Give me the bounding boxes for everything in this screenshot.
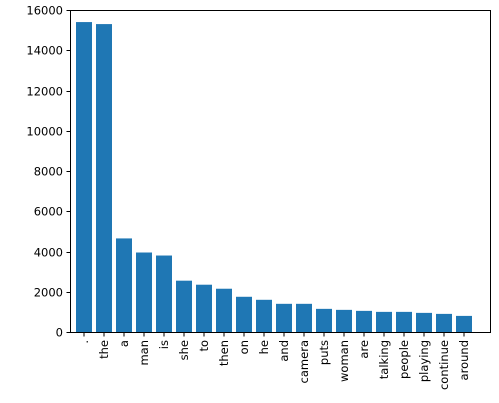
bar-12	[316, 308, 332, 332]
y-axis: 0 2000 4000 6000 8000 10000 12000 14000 16000	[26, 4, 71, 340]
x-tick-label-13: woman	[337, 340, 351, 382]
x-tick-label-8: on	[237, 340, 251, 354]
x-tick-label-3: man	[137, 340, 151, 366]
y-tick-label-8: 16000	[26, 4, 63, 18]
bar-17	[416, 312, 432, 332]
x-tick-label-4: is	[157, 340, 171, 349]
x-tick-label-12: puts	[317, 340, 331, 365]
y-tick-label-0: 0	[56, 326, 63, 340]
x-tick-label-16: people	[397, 340, 411, 379]
bar-8	[236, 296, 252, 332]
bar-1	[96, 24, 112, 333]
x-axis: . the a man is she to then on he and camera puts woma…	[77, 332, 471, 390]
bar-14	[356, 310, 372, 332]
bar-18	[436, 313, 452, 332]
bar-13	[336, 309, 352, 332]
x-tick-label-5: she	[177, 340, 191, 360]
x-tick-label-19: around	[457, 340, 471, 380]
x-tick-label-0: .	[77, 340, 91, 344]
x-tick-label-2: a	[117, 340, 131, 347]
x-tick-label-7: then	[217, 340, 231, 366]
x-tick-label-9: he	[257, 340, 271, 354]
x-tick-label-14: are	[357, 340, 371, 359]
bar-0	[76, 22, 92, 332]
bar-3	[136, 252, 152, 332]
y-tick-label-6: 12000	[26, 85, 63, 99]
x-tick-label-1: the	[97, 340, 111, 359]
x-tick-label-10: and	[277, 340, 291, 362]
bar-10	[276, 303, 292, 332]
x-tick-label-6: to	[197, 340, 211, 352]
bar-19	[456, 315, 472, 332]
x-tick-label-11: camera	[297, 340, 311, 383]
bar-16	[396, 311, 412, 332]
bar-6	[196, 284, 212, 332]
x-tick-label-18: continue	[437, 340, 451, 390]
y-tick-label-4: 8000	[34, 165, 63, 179]
y-tick-label-3: 6000	[34, 205, 63, 219]
y-tick-label-2: 4000	[34, 246, 63, 260]
y-tick-label-5: 10000	[26, 125, 63, 139]
x-tick-label-15: talking	[377, 340, 391, 379]
bar-7	[216, 288, 232, 332]
bar-9	[256, 299, 272, 332]
y-tick-label-1: 2000	[34, 286, 63, 300]
bar-11	[296, 303, 312, 332]
bar-5	[176, 280, 192, 332]
plot-frame	[70, 10, 491, 333]
bar-4	[156, 255, 172, 332]
bar-15	[376, 311, 392, 332]
y-tick-label-7: 14000	[26, 44, 63, 58]
bars-group	[76, 22, 472, 333]
bar-2	[116, 238, 132, 332]
x-tick-label-17: playing	[417, 340, 431, 382]
